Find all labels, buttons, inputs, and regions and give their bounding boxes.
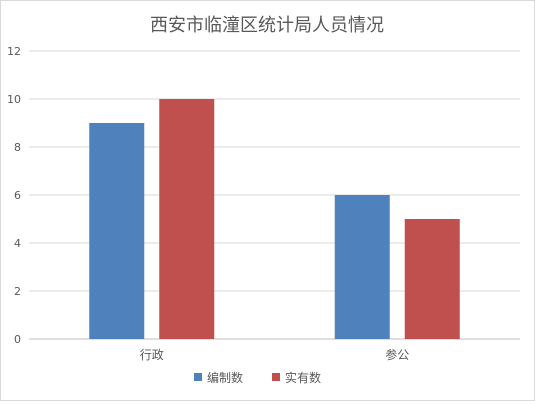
y-axis: 0 2 4 6 8 10 12 [7, 45, 21, 346]
bar-shiyou-1 [404, 219, 460, 339]
y-tick-label: 2 [14, 285, 21, 298]
legend-swatch [194, 373, 202, 381]
bar-shiyou-0 [159, 99, 215, 339]
y-tick-label: 6 [14, 189, 21, 202]
bars [89, 99, 460, 339]
y-tick-label: 12 [7, 45, 21, 58]
x-axis: 行政 参公 [140, 347, 410, 362]
bar-bianzhi-0 [89, 123, 145, 339]
legend-label: 编制数 [207, 370, 243, 385]
legend-swatch [272, 373, 280, 381]
bar-bianzhi-1 [334, 195, 390, 339]
y-tick-label: 0 [14, 333, 21, 346]
y-tick-label: 4 [14, 237, 21, 250]
x-tick-label: 行政 [140, 348, 164, 362]
y-tick-label: 8 [14, 141, 21, 154]
x-tick-label: 参公 [385, 347, 409, 362]
legend-label: 实有数 [285, 370, 321, 385]
y-tick-label: 10 [7, 93, 21, 106]
chart-title: 西安市临潼区统计局人员情况 [150, 15, 384, 36]
legend: 编制数 实有数 [194, 370, 321, 385]
